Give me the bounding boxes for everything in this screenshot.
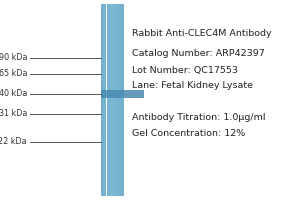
Bar <box>109 4 110 196</box>
Bar <box>106 4 107 196</box>
Text: Lot Number: QC17553: Lot Number: QC17553 <box>132 66 238 74</box>
Text: 65 kDa: 65 kDa <box>0 70 27 78</box>
Bar <box>117 4 118 196</box>
Bar <box>120 4 121 196</box>
Bar <box>107 4 108 196</box>
Bar <box>118 4 119 196</box>
Text: Gel Concentration: 12%: Gel Concentration: 12% <box>132 130 245 139</box>
Text: Catalog Number: ARP42397: Catalog Number: ARP42397 <box>132 49 265 58</box>
Bar <box>100 90 144 98</box>
Text: 40 kDa: 40 kDa <box>0 90 27 98</box>
Bar <box>122 4 123 196</box>
Text: Antibody Titration: 1.0µg/ml: Antibody Titration: 1.0µg/ml <box>132 114 266 122</box>
Text: 31 kDa: 31 kDa <box>0 109 27 118</box>
Bar <box>108 4 109 196</box>
Bar <box>110 4 111 196</box>
Bar <box>123 4 124 196</box>
Bar <box>101 4 102 196</box>
Bar <box>112 4 113 196</box>
Bar <box>103 4 104 196</box>
Bar <box>121 4 122 196</box>
Bar <box>115 4 116 196</box>
Bar <box>104 4 105 196</box>
Bar <box>114 4 115 196</box>
Text: Lane: Fetal Kidney Lysate: Lane: Fetal Kidney Lysate <box>132 81 253 90</box>
Text: 90 kDa: 90 kDa <box>0 53 27 62</box>
Bar <box>119 4 120 196</box>
Text: 22 kDa: 22 kDa <box>0 138 27 146</box>
Bar <box>111 4 112 196</box>
Text: Rabbit Anti-CLEC4M Antibody: Rabbit Anti-CLEC4M Antibody <box>132 29 272 38</box>
Bar <box>105 4 106 196</box>
Bar <box>113 4 114 196</box>
Bar <box>100 4 101 196</box>
